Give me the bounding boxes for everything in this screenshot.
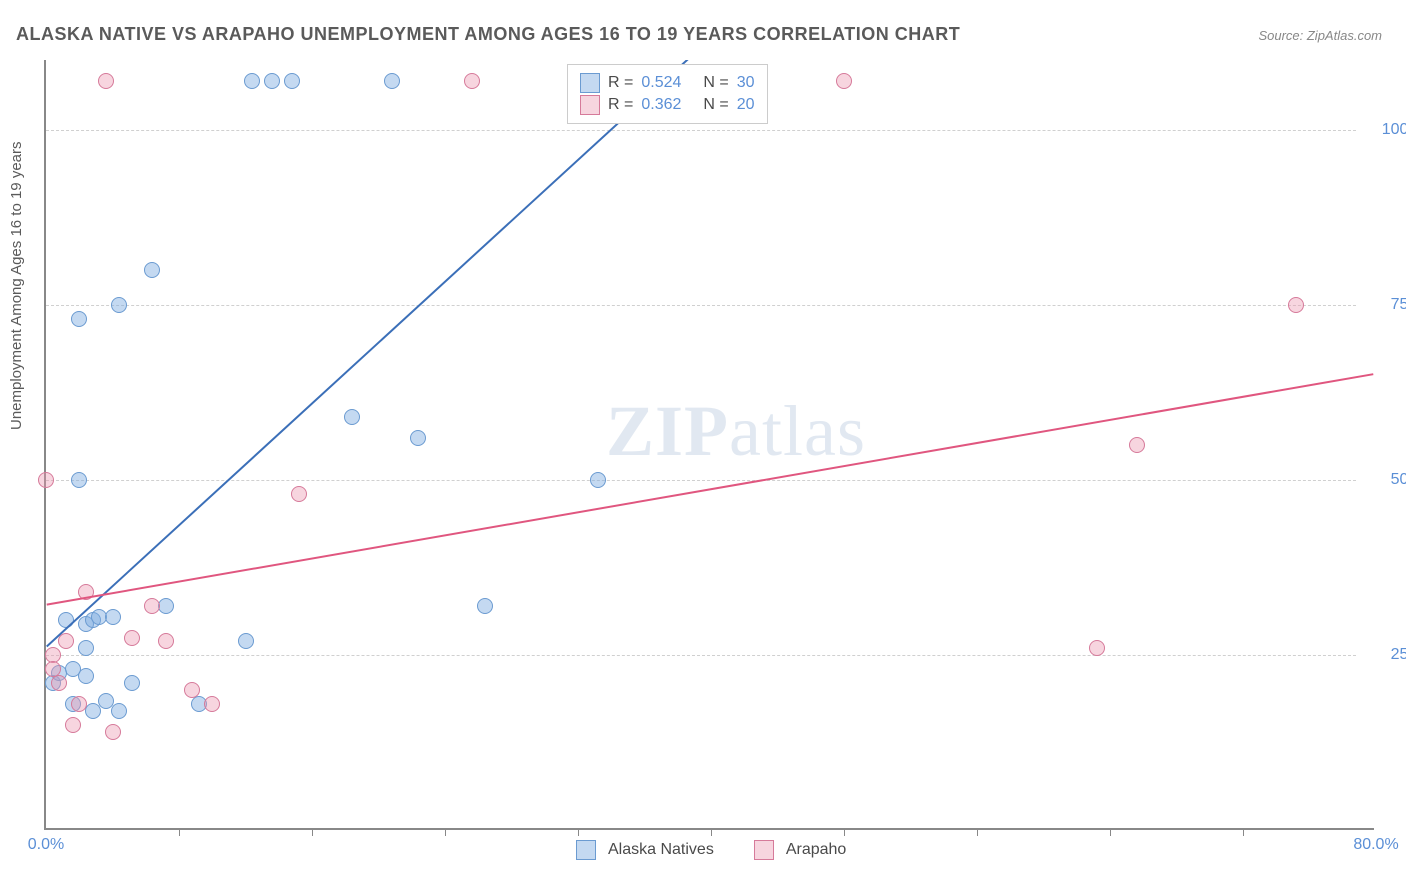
y-tick-label: 75.0% [1391, 296, 1406, 314]
scatter-marker [124, 675, 140, 691]
series-legend: Alaska Natives Arapaho [576, 840, 874, 860]
legend-r-value: 0.362 [641, 96, 681, 114]
scatter-marker [264, 73, 280, 89]
x-tick-mark [312, 828, 313, 836]
correlation-legend: R = 0.524 N = 30 R = 0.362 N = 20 [567, 64, 768, 124]
legend-swatch [580, 95, 600, 115]
scatter-marker [410, 430, 426, 446]
x-tick-label: 0.0% [28, 836, 64, 854]
trend-line [47, 60, 710, 646]
scatter-marker [111, 703, 127, 719]
x-tick-mark [977, 828, 978, 836]
x-tick-mark [711, 828, 712, 836]
scatter-marker [1288, 297, 1304, 313]
legend-n-value: 30 [737, 74, 755, 92]
legend-n-label: N = [703, 96, 728, 114]
scatter-marker [38, 472, 54, 488]
legend-n-label: N = [703, 74, 728, 92]
scatter-marker [71, 311, 87, 327]
scatter-marker [78, 640, 94, 656]
scatter-marker [105, 724, 121, 740]
scatter-marker [477, 598, 493, 614]
gridline [46, 305, 1356, 306]
x-tick-mark [844, 828, 845, 836]
scatter-marker [284, 73, 300, 89]
watermark: ZIPatlas [606, 390, 866, 473]
scatter-marker [78, 584, 94, 600]
legend-r-value: 0.524 [641, 74, 681, 92]
source-attribution: Source: ZipAtlas.com [1258, 28, 1382, 43]
scatter-marker [158, 633, 174, 649]
y-tick-label: 50.0% [1391, 471, 1406, 489]
scatter-marker [344, 409, 360, 425]
legend-n-value: 20 [737, 96, 755, 114]
gridline [46, 655, 1356, 656]
scatter-marker [65, 717, 81, 733]
x-tick-mark [445, 828, 446, 836]
scatter-marker [71, 696, 87, 712]
scatter-marker [590, 472, 606, 488]
legend-row: R = 0.524 N = 30 [580, 73, 755, 93]
x-tick-label: 80.0% [1353, 836, 1398, 854]
scatter-marker [71, 472, 87, 488]
scatter-marker [1089, 640, 1105, 656]
scatter-marker [111, 297, 127, 313]
y-tick-label: 25.0% [1391, 646, 1406, 664]
scatter-marker [244, 73, 260, 89]
chart-title: ALASKA NATIVE VS ARAPAHO UNEMPLOYMENT AM… [16, 24, 960, 45]
scatter-marker [144, 598, 160, 614]
trend-line [47, 374, 1374, 604]
x-tick-mark [179, 828, 180, 836]
scatter-marker [384, 73, 400, 89]
legend-swatch [576, 840, 596, 860]
legend-r-label: R = [608, 96, 633, 114]
legend-row: R = 0.362 N = 20 [580, 95, 755, 115]
y-tick-label: 100.0% [1382, 121, 1406, 139]
scatter-marker [291, 486, 307, 502]
scatter-marker [105, 609, 121, 625]
legend-swatch [754, 840, 774, 860]
scatter-marker [124, 630, 140, 646]
scatter-marker [98, 73, 114, 89]
scatter-marker [836, 73, 852, 89]
x-tick-mark [578, 828, 579, 836]
legend-series-label: Arapaho [786, 841, 847, 859]
legend-series-label: Alaska Natives [608, 841, 714, 859]
x-tick-mark [1110, 828, 1111, 836]
scatter-marker [51, 675, 67, 691]
scatter-marker [204, 696, 220, 712]
scatter-plot-area: ZIPatlas R = 0.524N = 30R = 0.362N = 20 … [44, 60, 1374, 830]
gridline [46, 130, 1356, 131]
y-axis-label: Unemployment Among Ages 16 to 19 years [8, 141, 25, 430]
scatter-marker [58, 612, 74, 628]
gridline [46, 480, 1356, 481]
legend-swatch [580, 73, 600, 93]
scatter-marker [144, 262, 160, 278]
scatter-marker [184, 682, 200, 698]
scatter-marker [464, 73, 480, 89]
x-tick-mark [1243, 828, 1244, 836]
scatter-marker [78, 668, 94, 684]
legend-r-label: R = [608, 74, 633, 92]
scatter-marker [1129, 437, 1145, 453]
scatter-marker [58, 633, 74, 649]
scatter-marker [238, 633, 254, 649]
trend-lines-layer [46, 60, 1374, 828]
